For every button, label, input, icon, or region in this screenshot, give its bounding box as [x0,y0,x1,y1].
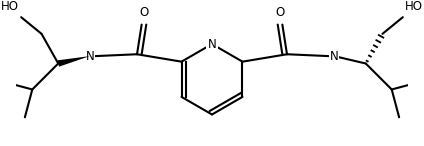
Text: N: N [86,50,95,63]
Text: HO: HO [1,0,20,13]
Text: N: N [329,50,338,63]
Text: N: N [208,38,216,51]
Polygon shape [58,56,90,67]
Text: O: O [139,6,148,19]
Text: HO: HO [404,0,423,13]
Text: O: O [276,6,285,19]
